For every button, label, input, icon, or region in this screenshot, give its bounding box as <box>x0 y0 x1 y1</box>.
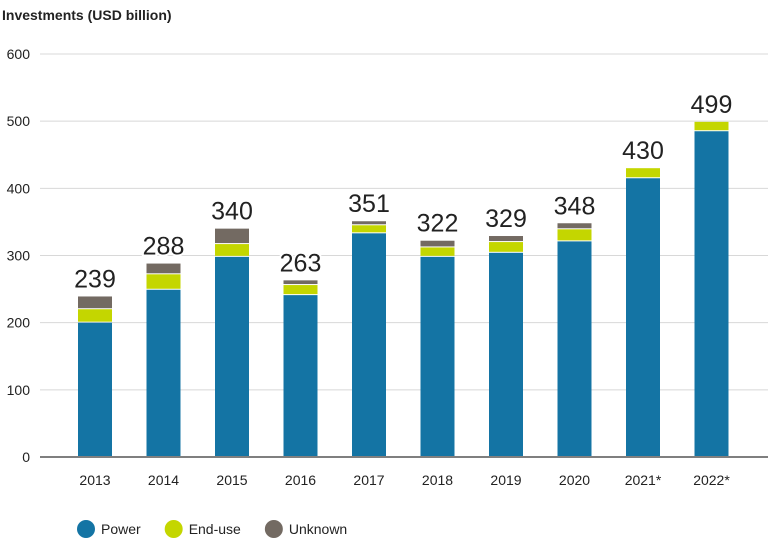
x-tick-label: 2018 <box>422 472 453 488</box>
x-tick-label: 2016 <box>285 472 316 488</box>
bar-segment-unknown <box>215 228 249 244</box>
bar-segment-end-use <box>420 247 455 256</box>
bar-segment-end-use <box>626 168 660 178</box>
bar-segment-unknown <box>557 223 592 229</box>
total-label: 351 <box>348 190 390 218</box>
bar-segment-end-use <box>489 242 523 252</box>
total-label: 239 <box>74 265 116 293</box>
total-label: 322 <box>417 210 459 238</box>
bar-segment-power <box>283 295 318 456</box>
bar-segment-unknown <box>352 221 386 225</box>
legend-marker <box>264 520 283 538</box>
x-tick-label: 2017 <box>353 472 384 488</box>
bar-segment-end-use <box>283 285 318 295</box>
x-tick-label: 2019 <box>490 472 521 488</box>
bar-segment-end-use <box>78 309 112 322</box>
total-label: 340 <box>211 198 253 226</box>
total-label: 329 <box>485 205 527 233</box>
bar-segment-end-use <box>352 225 386 233</box>
bar-segment-end-use <box>694 121 729 131</box>
bar-segment-power <box>78 322 112 456</box>
legend-marker <box>164 520 183 538</box>
bar-segment-unknown <box>420 240 455 247</box>
legend-marker <box>77 520 95 538</box>
bar-segment-end-use <box>146 274 181 289</box>
legend-label: End-use <box>189 521 241 537</box>
bar-segment-unknown <box>78 296 112 309</box>
bar-segment-unknown <box>146 263 181 274</box>
y-tick-label: 300 <box>7 248 31 264</box>
legend-label: Unknown <box>289 521 347 537</box>
bar-segment-power <box>489 252 523 456</box>
legend-label: Power <box>101 521 141 537</box>
bar-segment-power <box>626 178 660 456</box>
bar-segment-power <box>146 289 181 456</box>
x-tick-label: 2015 <box>216 472 247 488</box>
bar-segment-power <box>352 233 386 456</box>
bar-segment-end-use <box>215 244 249 256</box>
y-tick-label: 100 <box>7 382 31 398</box>
x-tick-label: 2021* <box>625 472 662 488</box>
x-tick-label: 2013 <box>79 472 110 488</box>
bar-segment-unknown <box>489 236 523 242</box>
y-tick-label: 500 <box>7 113 31 129</box>
total-label: 430 <box>622 137 664 165</box>
total-label: 263 <box>280 249 322 277</box>
x-tick-label: 2014 <box>148 472 179 488</box>
total-label: 348 <box>554 192 596 220</box>
y-tick-label: 600 <box>7 46 31 62</box>
total-label: 499 <box>691 91 733 119</box>
bar-segment-power <box>694 131 729 456</box>
bar-segment-unknown <box>283 280 318 285</box>
y-tick-label: 0 <box>22 449 30 465</box>
bar-segment-power <box>557 241 592 456</box>
bar-segment-end-use <box>557 229 592 241</box>
y-tick-label: 400 <box>7 180 31 196</box>
y-axis-title: Investments (USD billion) <box>2 7 172 23</box>
x-tick-label: 2020 <box>559 472 590 488</box>
y-tick-label: 200 <box>7 315 31 331</box>
bar-segment-power <box>215 256 249 456</box>
x-tick-label: 2022* <box>693 472 730 488</box>
bar-segment-power <box>420 256 455 456</box>
total-label: 288 <box>143 233 185 261</box>
